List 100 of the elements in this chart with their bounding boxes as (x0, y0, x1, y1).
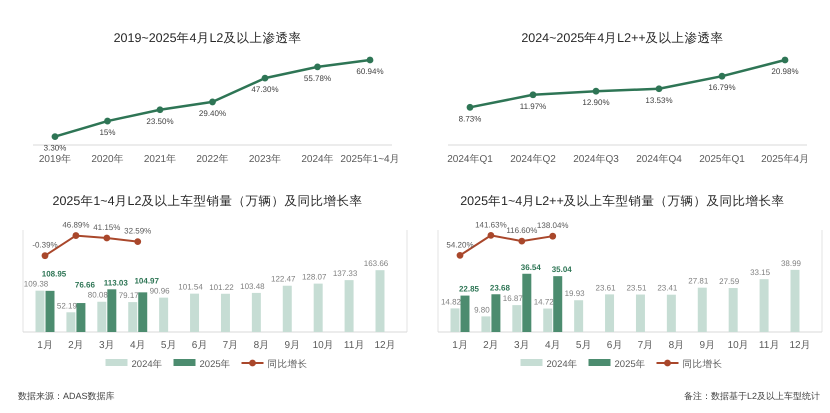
data-label: 22.85 (458, 284, 480, 294)
bar (76, 303, 86, 332)
x-tick-label: 12月 (374, 340, 396, 351)
x-tick-label: 2024年 (301, 153, 334, 165)
bar (790, 270, 800, 332)
x-tick-label: 2025年1~4月 (340, 153, 400, 165)
x-tick-label: 2023年 (248, 153, 282, 165)
bar (128, 302, 138, 332)
text: 备注：数据基于L2及以上车型统计 (684, 391, 820, 401)
x-tick-label: 8月 (254, 340, 270, 351)
data-label: 54.20% (446, 240, 474, 250)
x-tick-label: 4月 (130, 340, 146, 351)
data-label: 104.97 (134, 276, 160, 286)
x-tick-label: 2019年 (38, 153, 72, 165)
data-label: 101.54 (178, 282, 204, 292)
x-tick-label: 2月 (68, 340, 84, 351)
data-label: 23.61 (596, 283, 616, 292)
bar (543, 308, 552, 332)
data-label: 23.51 (626, 284, 648, 293)
x-tick-label: 6月 (606, 340, 622, 351)
legend-label: 2025年 (200, 358, 231, 370)
data-label: 137.33 (332, 269, 358, 278)
data-label: 23.68 (490, 283, 510, 292)
data-label: 76.66 (74, 280, 96, 290)
source-note: 数据来源：ADAS数据库 (18, 391, 115, 401)
legend-label: 2024年 (546, 358, 578, 370)
x-tick-label: 7月 (222, 340, 238, 351)
data-label: 11.97% (520, 102, 546, 111)
bar (66, 312, 76, 332)
x-tick-label: 1月 (452, 340, 468, 351)
data-label: 8.73% (458, 114, 482, 124)
x-tick-label: 1月 (37, 340, 53, 351)
x-tick-label: 10月 (728, 340, 749, 351)
data-label: 55.78% (304, 74, 332, 83)
x-tick-label: 3月 (514, 340, 530, 351)
x-tick-label: 5月 (160, 340, 176, 351)
data-label: 36.54 (520, 262, 542, 272)
data-label: 108.95 (42, 270, 67, 279)
bar (522, 274, 532, 332)
bar (138, 292, 148, 332)
data-label: 27.81 (688, 276, 709, 286)
bar (636, 294, 645, 332)
data-label: 103.48 (240, 282, 266, 291)
bar (159, 298, 168, 332)
bar (574, 300, 584, 332)
x-tick-label: 9月 (699, 340, 716, 351)
x-tick-label: 2024年Q4 (636, 153, 682, 165)
bar (46, 290, 54, 332)
x-tick-label: 2025年4月 (761, 153, 809, 165)
data-label: 46.89% (62, 220, 90, 230)
bar (344, 280, 354, 332)
x-tick-label: 2024年Q2 (510, 153, 556, 165)
data-label: 60.94% (356, 67, 384, 76)
data-label: 138.04% (536, 221, 569, 230)
data-label: 16.79% (708, 83, 736, 92)
data-label: 141.63% (475, 220, 507, 230)
data-label: 33.15 (750, 268, 771, 278)
legend-label: 同比增长 (268, 358, 308, 370)
data-label: 41.15% (93, 223, 120, 232)
bar (605, 294, 614, 332)
data-label: 3.30% (44, 144, 66, 153)
bar (282, 286, 292, 332)
x-tick-label: 2月 (483, 340, 499, 351)
bar (760, 279, 769, 332)
chart-title: 2019~2025年4月L2及以上渗透率 (114, 30, 302, 45)
data-label: 27.59 (719, 277, 740, 286)
data-label: 113.03 (104, 278, 128, 288)
data-label: 47.30% (251, 85, 279, 94)
chart-title: 2024~2025年4月L2++及以上渗透率 (521, 30, 724, 45)
x-tick-label: 2025年Q1 (699, 153, 746, 165)
data-label: 80.08 (88, 290, 108, 300)
bar (481, 316, 490, 332)
data-label: 14.82 (440, 297, 462, 306)
x-tick-label: 10月 (312, 340, 334, 351)
data-label: 128.07 (302, 272, 327, 282)
x-tick-label: 7月 (638, 340, 654, 351)
data-label: 122.47 (271, 274, 296, 284)
data-label: 15% (99, 128, 116, 138)
data-label: 163.66 (364, 259, 389, 268)
bar (460, 296, 470, 332)
data-label: 19.93 (564, 289, 586, 298)
data-label: 32.59% (124, 226, 152, 236)
bar (491, 294, 500, 332)
data-label: 101.22 (209, 282, 234, 292)
bar (728, 288, 738, 332)
legend-label: 同比增长 (682, 358, 722, 370)
data-label: 52.19 (56, 301, 78, 310)
data-label: 23.50% (146, 116, 174, 126)
chart-title: 2025年1~4月L2++及以上车型销量（万辆）及同比增长率 (460, 193, 785, 208)
x-tick-label: 6月 (192, 340, 208, 351)
data-label: 9.80 (474, 305, 490, 314)
bar (553, 276, 562, 332)
data-label: 20.98% (771, 67, 799, 76)
x-tick-label: 2022年 (196, 153, 229, 165)
data-label: 29.40% (198, 108, 226, 118)
x-tick-label: 3月 (99, 340, 115, 351)
bar (107, 289, 116, 332)
data-label: 16.87 (502, 294, 524, 304)
legend-label: 2025年 (614, 358, 646, 370)
data-label: 109.38 (24, 280, 49, 289)
